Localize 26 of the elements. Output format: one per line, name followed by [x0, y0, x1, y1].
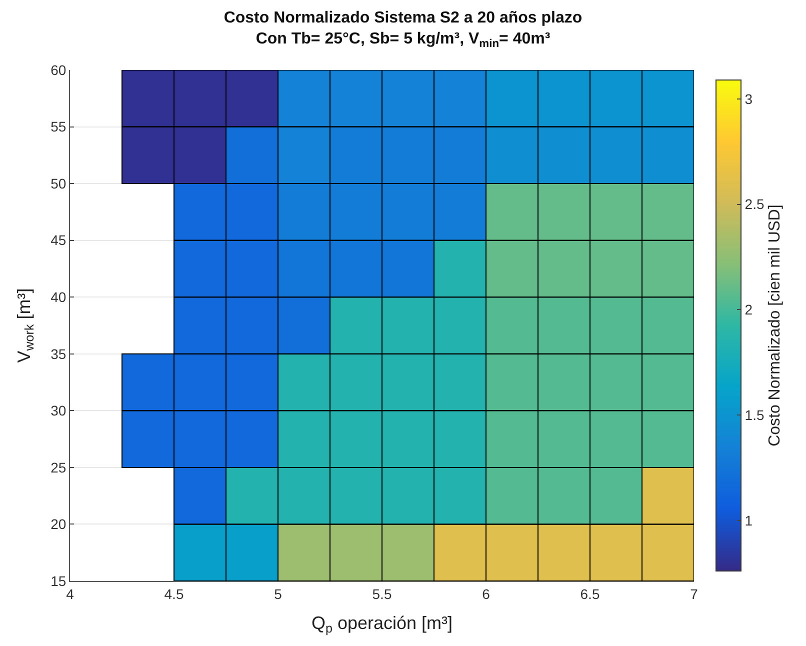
chart-title: Costo Normalizado Sistema S2 a 20 años plazo: [224, 10, 582, 27]
color-bar-label: 1.5: [744, 406, 764, 423]
y-tick-label: 20: [50, 516, 66, 532]
y-tick-label: 15: [50, 572, 66, 589]
y-tick-label: 55: [50, 118, 66, 135]
y-tick-label: 45: [50, 232, 66, 248]
x-tick-label: 5.5: [372, 586, 392, 602]
y-tick-label: 30: [50, 402, 66, 419]
y-tick-label: 60: [50, 62, 66, 78]
color-bar-title: Costo Normalizado [cien mil USD]: [766, 204, 784, 446]
x-tick-label: 7: [690, 586, 698, 602]
x-tick-label: 5: [274, 586, 282, 602]
x-axis-title: Q$_{p}$ operación [m³]: [311, 612, 453, 636]
y-tick-label: 25: [50, 459, 66, 476]
color-bar-label: 3: [744, 90, 753, 107]
chart-subtitle: Con Tb= 25°C, Sb= 5 kg/m³, V$_{min}$= 40m³: [256, 30, 550, 50]
x-tick-label: 6: [482, 586, 490, 602]
y-tick-label: 40: [50, 289, 66, 306]
x-tick-label: 4.5: [164, 586, 184, 602]
color-bar-label: 2.5: [744, 196, 764, 212]
color-bar-label: 2: [744, 302, 753, 318]
y-tick-label: 35: [50, 346, 66, 362]
x-tick-label: 4: [66, 586, 74, 602]
color-bar-label: 1: [744, 512, 753, 528]
y-tick-label: 50: [50, 175, 66, 192]
x-tick-label: 6.5: [580, 586, 600, 602]
